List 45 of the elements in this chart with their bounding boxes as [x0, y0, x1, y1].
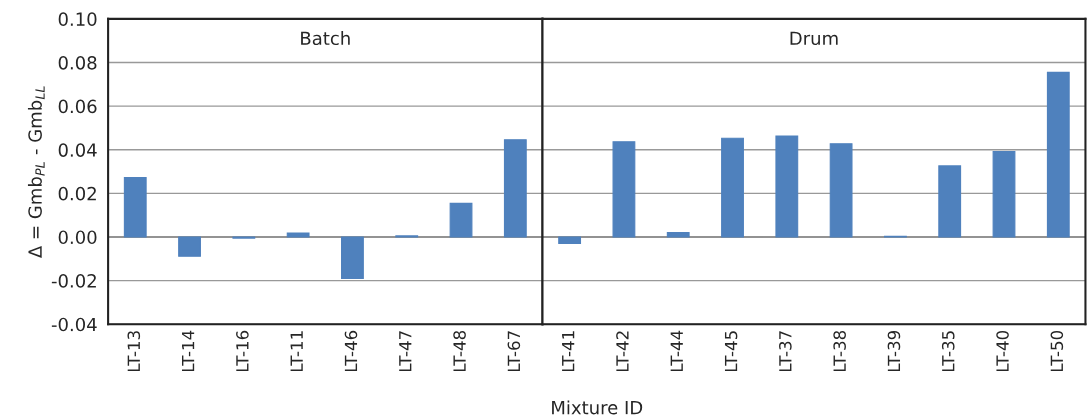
bar [449, 202, 473, 238]
y-axis-title: Δ = Gmb$_{PL}$ - Gmb$_{LL}$ [27, 86, 45, 259]
x-tick-label: LT-48 [453, 330, 466, 372]
x-axis-title: Mixture ID [552, 400, 643, 415]
y-tick-label: 0.06 [58, 99, 97, 114]
text: Drum [790, 31, 838, 46]
bar [1046, 71, 1070, 238]
bar [123, 176, 147, 238]
x-tick-label: LT-13 [127, 331, 141, 372]
y-tick-label: 0.00 [58, 230, 97, 245]
y-tick-label: 0.02 [58, 186, 96, 201]
y-tick-label: -0.04 [51, 317, 97, 332]
bar [558, 236, 582, 245]
bar [612, 141, 636, 238]
x-tick-label: LT-11 [290, 331, 303, 372]
x-tick-label: LT-42 [616, 331, 629, 372]
x-tick-label: LT-67 [507, 331, 521, 372]
x-tick-label: LT-39 [887, 330, 901, 372]
x-tick-label: LT-38 [833, 330, 846, 372]
bar [178, 236, 201, 257]
x-tick-label: LT-44 [670, 330, 683, 372]
x-tick-label: LT-40 [996, 330, 1009, 372]
bar [286, 232, 310, 238]
y-tick-label: 0.08 [58, 55, 97, 70]
x-tick-label: LT-35 [941, 331, 955, 372]
text: Batch [301, 31, 350, 46]
bar [721, 137, 744, 238]
bar [829, 143, 853, 238]
bar [775, 135, 799, 238]
x-tick-label: LT-45 [724, 331, 738, 372]
bar [938, 165, 962, 238]
x-tick-label: LT-14 [182, 330, 195, 372]
x-tick-label: LT-47 [399, 331, 412, 372]
x-tick-label: LT-50 [1050, 330, 1064, 372]
x-tick-label: LT-16 [236, 330, 249, 372]
bar [666, 232, 690, 238]
bar [992, 150, 1016, 238]
x-tick-label: LT-46 [344, 330, 358, 372]
x-tick-label: LT-41 [562, 331, 575, 372]
y-tick-label: 0.04 [58, 143, 97, 157]
bar [341, 236, 364, 279]
bar [503, 139, 527, 238]
y-tick-label: -0.02 [51, 274, 96, 288]
y-tick-label: 0.10 [58, 12, 97, 27]
x-tick-label: LT-37 [779, 331, 792, 372]
